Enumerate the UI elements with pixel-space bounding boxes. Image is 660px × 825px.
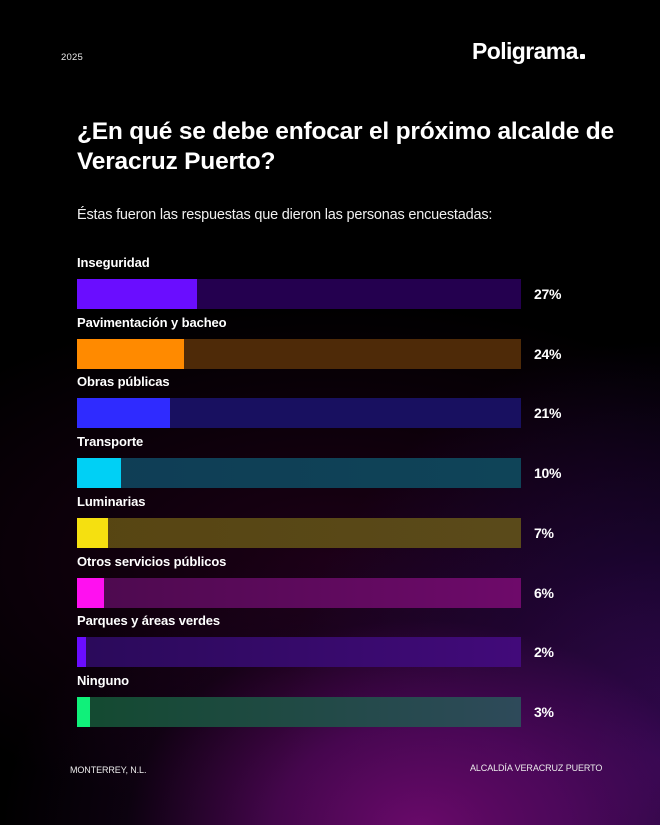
bar-label: Luminarias [77,493,146,509]
bar-value-label: 24% [534,345,562,362]
bar-fill [77,696,91,727]
bar-label: Inseguridad [77,255,150,270]
bar-fill [77,398,171,429]
bar-track [77,398,521,429]
bar-fill [77,637,86,668]
bar-fill [77,279,197,309]
brand-name: Poligrama [472,38,578,64]
bar-value-label: 6% [534,584,554,601]
bar-track [77,637,521,668]
footer-topic: ALCALDÍA VERACRUZ PUERTO [470,763,603,773]
bar-value-label: 7% [534,524,554,541]
brand-logo: Poligrama [472,38,585,65]
bar-label: Obras públicas [77,374,170,390]
footer-location: MONTERREY, N.L. [70,765,147,775]
bar-fill [77,577,104,608]
bar-track [77,279,521,309]
brand-dot-icon [579,54,585,59]
chart-subtitle: Éstas fueron las respuestas que dieron l… [77,207,493,223]
bar-label: Pavimentación y bacheo [77,314,227,330]
bar-label: Parques y áreas verdes [77,613,221,629]
chart-title: ¿En qué se debe enfocar el próximo alcal… [77,118,614,175]
bar-value-label: 10% [534,465,562,482]
bar-fill [77,338,184,369]
bar-track [77,577,521,608]
bar-track [77,696,521,727]
bar-value-label: 2% [534,644,554,661]
bar-value-label: 3% [534,703,554,720]
bar-fill [77,517,109,548]
bar-value-label: 27% [534,286,562,302]
bar-label: Otros servicios públicos [77,553,227,569]
bar-label: Transporte [77,434,144,450]
year-label: 2025 [61,52,83,63]
bar-value-label: 21% [534,405,562,422]
bar-track [77,338,521,369]
bar-fill [77,458,122,489]
bar-track [77,517,521,548]
bar-label: Ninguno [77,672,130,688]
bar-track [77,458,521,489]
